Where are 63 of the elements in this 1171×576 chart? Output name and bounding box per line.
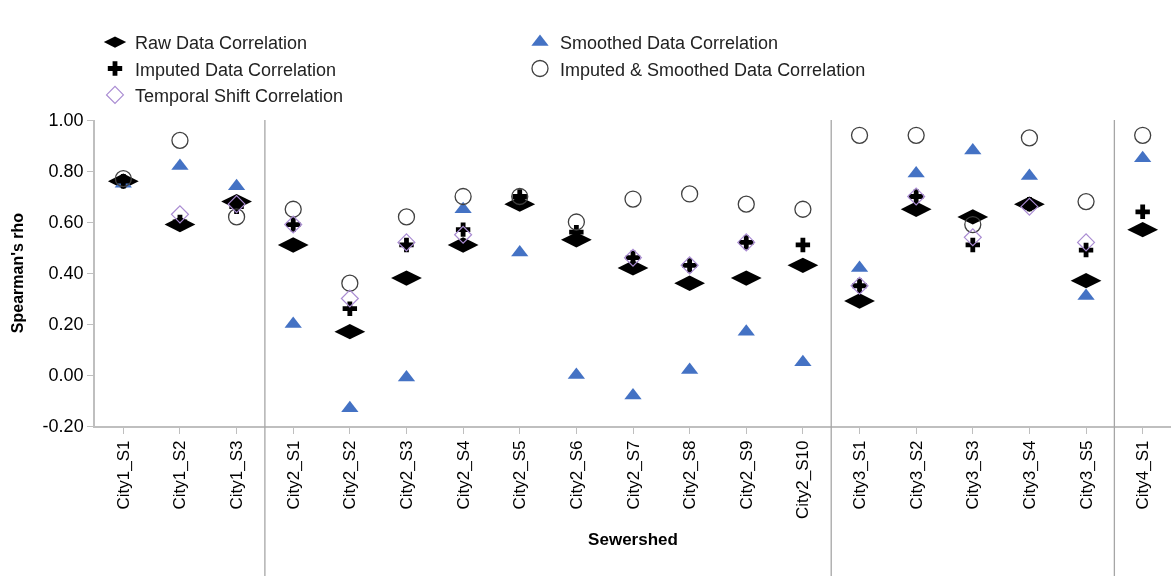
x-tick-label: City3_S1 xyxy=(850,440,870,510)
point xyxy=(397,233,416,252)
point xyxy=(680,185,699,203)
point xyxy=(794,200,812,218)
x-tick-label: City4_S1 xyxy=(1133,440,1153,510)
point xyxy=(1020,129,1039,147)
point xyxy=(1135,204,1150,219)
y-axis-title: Spearman's rho xyxy=(9,212,27,334)
y-tick-label: 0.80 xyxy=(48,161,84,182)
legend-label: Imputed & Smoothed Data Correlation xyxy=(560,59,866,80)
point xyxy=(342,301,358,316)
point xyxy=(170,205,189,224)
point xyxy=(454,225,473,244)
point xyxy=(114,170,132,188)
x-tick-label: City2_S2 xyxy=(340,440,360,510)
x-tick-label: City3_S4 xyxy=(1019,440,1039,510)
point xyxy=(227,195,246,214)
point xyxy=(1020,197,1039,216)
point xyxy=(454,187,472,206)
legend-label: Raw Data Correlation xyxy=(135,33,308,54)
x-axis-title: Sewershed xyxy=(588,529,678,549)
x-tick-label: City2_S8 xyxy=(680,440,700,510)
point xyxy=(1134,126,1152,144)
point xyxy=(1077,233,1096,252)
x-tick-label: City2_S1 xyxy=(283,440,303,510)
point xyxy=(964,215,982,234)
y-tick-label: 0.00 xyxy=(48,365,84,386)
x-tick-label: City1_S2 xyxy=(170,440,190,510)
x-tick-label: City2_S10 xyxy=(793,440,813,519)
point xyxy=(737,195,755,213)
point xyxy=(340,289,359,308)
x-tick-label: City1_S1 xyxy=(113,440,133,510)
y-tick-label: -0.20 xyxy=(42,416,84,437)
x-tick-label: City1_S3 xyxy=(227,440,247,510)
point xyxy=(907,126,925,144)
point xyxy=(1077,192,1095,211)
point xyxy=(624,190,642,208)
point xyxy=(171,131,189,150)
x-tick-label: City2_S7 xyxy=(623,440,643,510)
point xyxy=(341,274,359,292)
legend-label: Temporal Shift Correlation xyxy=(135,85,344,106)
x-tick-label: City2_S5 xyxy=(510,440,530,510)
point xyxy=(227,208,246,226)
y-tick-label: 1.00 xyxy=(48,110,84,131)
point xyxy=(567,213,586,231)
point xyxy=(624,387,642,400)
y-tick-label: 0.60 xyxy=(48,212,84,233)
point xyxy=(795,237,811,253)
legend-label: Imputed Data Correlation xyxy=(135,59,337,80)
point xyxy=(963,228,982,247)
x-tick-label: City2_S6 xyxy=(566,440,586,510)
legend-label: Smoothed Data Correlation xyxy=(560,33,779,54)
point xyxy=(850,126,869,144)
x-tick-label: City2_S3 xyxy=(396,440,416,510)
x-tick-label: City3_S2 xyxy=(906,440,926,510)
y-tick-label: 0.40 xyxy=(48,263,84,284)
point xyxy=(284,200,302,218)
x-tick-label: City3_S3 xyxy=(963,440,983,510)
x-tick-label: City2_S4 xyxy=(453,440,473,510)
y-tick-label: 0.20 xyxy=(48,314,84,335)
x-tick-label: City3_S5 xyxy=(1076,440,1096,510)
point xyxy=(397,208,416,226)
x-tick-label: City2_S9 xyxy=(736,440,756,510)
